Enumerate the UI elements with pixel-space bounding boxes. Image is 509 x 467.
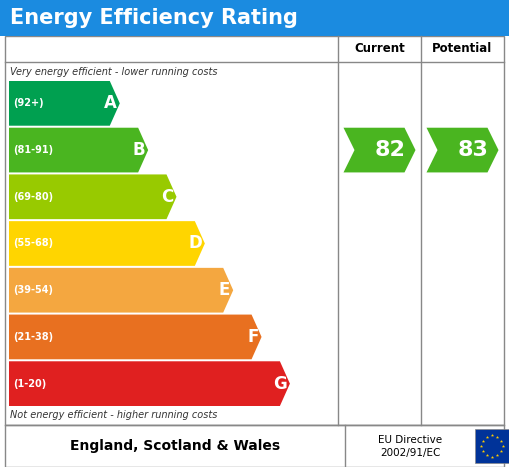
Text: F: F (247, 328, 259, 346)
Polygon shape (427, 127, 498, 172)
Text: B: B (132, 141, 145, 159)
Text: A: A (104, 94, 117, 113)
Polygon shape (9, 268, 233, 312)
Text: Not energy efficient - higher running costs: Not energy efficient - higher running co… (10, 410, 217, 420)
Text: (1-20): (1-20) (13, 379, 46, 389)
Polygon shape (9, 81, 120, 126)
Text: Very energy efficient - lower running costs: Very energy efficient - lower running co… (10, 67, 217, 77)
Polygon shape (9, 175, 177, 219)
Polygon shape (344, 127, 415, 172)
Text: (21-38): (21-38) (13, 332, 53, 342)
Bar (0, 0, 509, 36)
Text: G: G (273, 375, 287, 393)
Text: England, Scotland & Wales: England, Scotland & Wales (70, 439, 280, 453)
Text: EU Directive: EU Directive (378, 435, 442, 445)
Bar (475, 429, 509, 463)
Text: (55-68): (55-68) (13, 239, 53, 248)
Text: 82: 82 (375, 140, 406, 160)
Text: 2002/91/EC: 2002/91/EC (380, 448, 440, 458)
Text: (69-80): (69-80) (13, 192, 53, 202)
Text: (81-91): (81-91) (13, 145, 53, 155)
Text: (92+): (92+) (13, 99, 44, 108)
Polygon shape (9, 127, 148, 172)
Bar (5, 425, 504, 467)
Text: D: D (188, 234, 202, 253)
Text: Energy Efficiency Rating: Energy Efficiency Rating (10, 8, 298, 28)
Text: 83: 83 (458, 140, 489, 160)
Polygon shape (9, 315, 262, 359)
Text: C: C (161, 188, 174, 206)
Text: E: E (219, 281, 230, 299)
Polygon shape (9, 361, 290, 406)
Text: Current: Current (354, 42, 405, 56)
Bar (5, 36, 504, 425)
Text: (39-54): (39-54) (13, 285, 53, 295)
Polygon shape (9, 221, 205, 266)
Text: Potential: Potential (432, 42, 493, 56)
